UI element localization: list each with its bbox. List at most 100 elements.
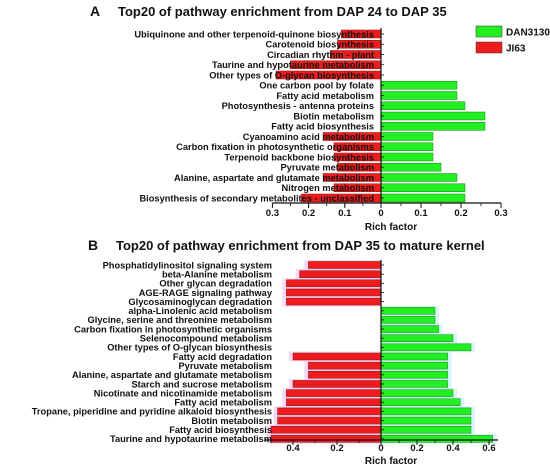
category-label: alpha-Linolenic acid metabolism: [128, 306, 272, 316]
x-tick-label: 0.2: [302, 208, 315, 219]
bar-left: [270, 425, 382, 434]
legend: DAN3130 JI63: [475, 25, 550, 55]
category-label: Terpenoid backbone biosynthesis: [224, 152, 374, 162]
category-label: Nitrogen metabolism: [282, 183, 374, 193]
category-label: Phosphatidylinositol signaling system: [103, 260, 272, 270]
bar-right: [380, 416, 472, 425]
category-label: Photosynthesis - antenna proteins: [222, 101, 374, 111]
bar-right: [380, 435, 493, 443]
chart-panel-b: B Top20 of pathway enrichment from DAP 35…: [32, 237, 498, 467]
category-label: Cyanoamino acid metabolism: [243, 132, 374, 142]
legend-label: JI63: [506, 44, 526, 55]
x-tick-label: 0: [378, 443, 383, 454]
bar-left: [270, 435, 382, 443]
bar-right: [380, 101, 466, 110]
category-label: Alanine, aspartate and glutamate metabol…: [72, 370, 272, 380]
category-label: Carotenoid biosynthesis: [266, 40, 374, 50]
bar-right: [380, 352, 448, 361]
bar-right: [380, 193, 466, 203]
panel-label: A: [90, 3, 100, 19]
x-tick-label: 0.1: [338, 208, 352, 219]
bar-right: [380, 81, 458, 90]
legend-swatch: [475, 41, 503, 54]
bar-right: [380, 389, 454, 397]
x-tick-label: 0.1: [414, 208, 428, 219]
bar-right: [380, 163, 442, 172]
legend-label: DAN3130: [506, 28, 550, 39]
bar-right: [380, 325, 439, 333]
category-label: One carbon pool by folate: [259, 81, 374, 91]
category-label: Other types of O-glycan biosynthesis: [107, 343, 272, 353]
bar-right: [380, 132, 434, 141]
category-label: Taurine and hypotaurine metabolism: [110, 434, 272, 444]
bar-left: [308, 371, 382, 379]
category-label: Fatty acid biosynthesis: [169, 425, 272, 435]
legend-swatch: [475, 25, 503, 38]
bar-left: [308, 361, 382, 370]
panel-label: B: [88, 237, 98, 253]
x-tick-label: 0.6: [482, 443, 495, 454]
category-label: Ubiquinone and other terpenoid-quinone b…: [134, 29, 374, 39]
bar-right: [380, 380, 448, 388]
category-label: Fatty acid metabolism: [174, 398, 272, 408]
bar-left: [277, 416, 382, 425]
category-label: Biotin metabolism: [191, 416, 272, 426]
bar-left: [292, 352, 382, 361]
category-label: Carbon fixation in photosynthetic organi…: [176, 142, 374, 152]
category-label: Other types of O-glycan biosynthesis: [209, 70, 374, 80]
category-label: Taurine and hypotaurine metabolism: [212, 60, 374, 70]
bar-right: [380, 407, 472, 416]
bar-left: [308, 261, 382, 269]
bar-left: [299, 270, 382, 278]
bar-right: [380, 142, 434, 151]
bar-right: [380, 334, 454, 342]
category-label: Glycine, serine and threonine metabolism: [88, 315, 272, 325]
category-label: Selenocompound metabolism: [140, 334, 272, 344]
bar-right: [380, 91, 458, 100]
bar-left: [277, 407, 382, 416]
category-label: Glycosaminoglycan degradation: [128, 297, 272, 307]
category-label: Biotin metabolism: [293, 111, 374, 121]
x-axis-label: Rich factor: [365, 456, 417, 467]
bar-right: [380, 111, 486, 121]
bar-right: [380, 307, 436, 315]
bar-right: [380, 425, 472, 434]
x-tick-label: 0: [378, 208, 383, 219]
x-tick-label: 0.2: [410, 443, 423, 454]
x-tick-label: 0.3: [266, 208, 279, 219]
category-label: Starch and sucrose metabolism: [131, 379, 272, 389]
bar-right: [380, 316, 436, 324]
bar-left: [286, 398, 382, 406]
bar-right: [380, 152, 434, 162]
category-label: Pyruvate metabolism: [178, 361, 272, 371]
bar-right: [380, 371, 448, 379]
category-label: Other glycan degradation: [159, 279, 272, 289]
category-label: Circadian rhythm - plant: [267, 50, 374, 60]
category-label: AGE-RAGE signaling pathway: [139, 288, 273, 298]
chart-title: Top20 of pathway enrichment from DAP 35 …: [116, 238, 485, 253]
x-axis-label: Rich factor: [365, 222, 417, 233]
x-tick-label: 0.2: [454, 208, 467, 219]
category-label: beta-Alanine metabolism: [162, 269, 272, 279]
bar-right: [380, 343, 472, 352]
bar-left: [286, 389, 382, 397]
x-tick-label: 0.4: [286, 443, 300, 454]
category-label: Nicotinate and nicotinamide metabolism: [94, 388, 272, 398]
x-tick-label: 0.4: [446, 443, 460, 454]
bar-right: [380, 398, 461, 406]
category-label: Fatty acid metabolism: [276, 91, 374, 101]
bar-right: [380, 122, 486, 131]
category-label: Carbon fixation in photosynthetic organi…: [74, 324, 272, 334]
bar-right: [380, 183, 466, 192]
category-label: Fatty acid biosynthesis: [271, 122, 374, 132]
bar-left: [286, 279, 382, 288]
x-tick-label: 0.2: [330, 443, 343, 454]
x-tick-label: 0.3: [494, 208, 507, 219]
chart-panel-a: A Top20 of pathway enrichment from DAP 24…: [90, 3, 550, 233]
category-label: Tropane, piperidine and pyridine alkaloi…: [32, 407, 272, 417]
bar-left: [292, 380, 382, 388]
bar-left: [286, 297, 382, 306]
bar-left: [286, 288, 382, 297]
category-label: Fatty acid degradation: [173, 352, 273, 362]
category-label: Pyruvate metabolism: [280, 163, 374, 173]
